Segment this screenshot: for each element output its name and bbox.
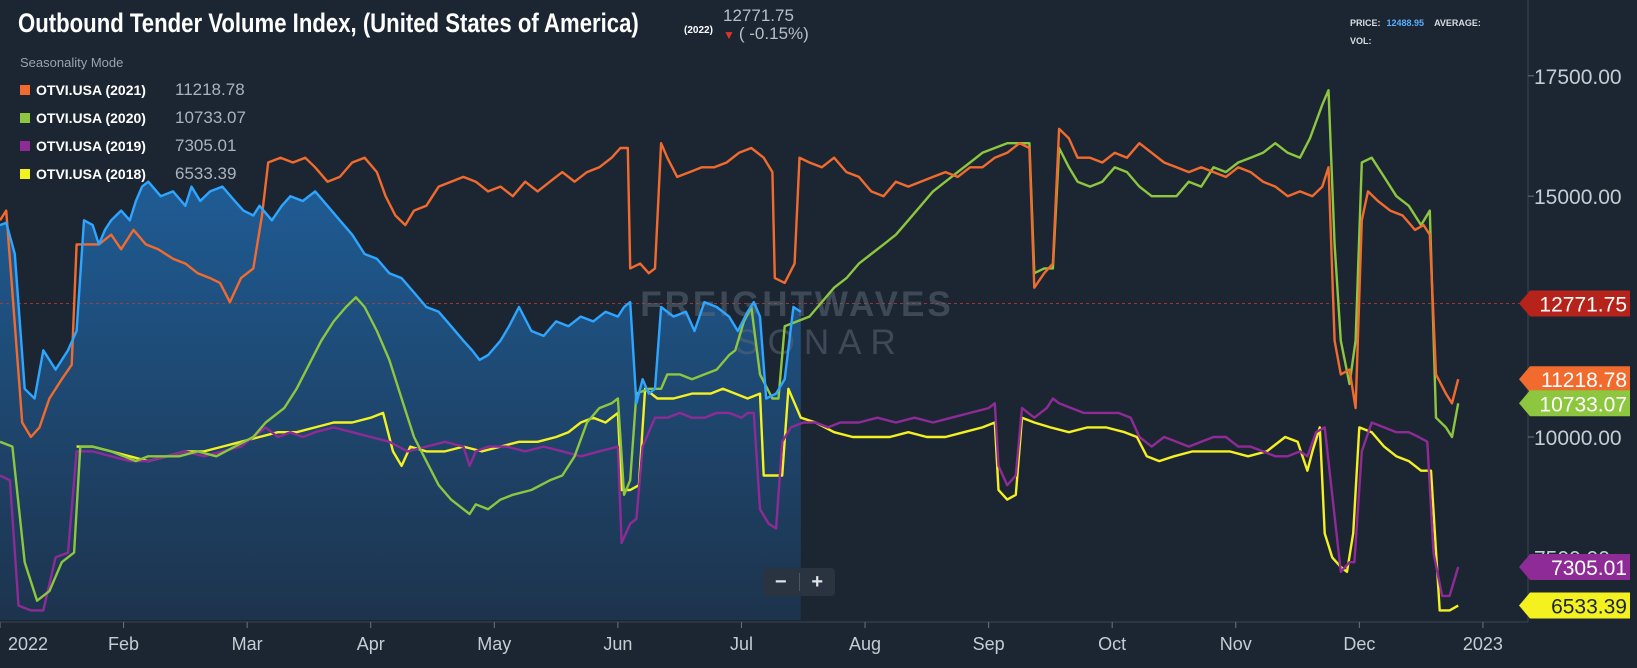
value-tag-2021: 11218.78 — [1519, 366, 1630, 393]
legend-value: 7305.01 — [175, 136, 237, 155]
series-line-2019 — [0, 397, 1460, 612]
series-line-2022 — [0, 180, 802, 405]
x-tick-label: Dec — [1343, 634, 1375, 654]
y-tick-label: 10000.00 — [1534, 427, 1622, 450]
current-value-tag-text: 12771.75 — [1539, 294, 1627, 317]
legend-item-2020[interactable]: OTVI.USA (2020) 10733.07 — [20, 104, 246, 132]
x-tick-label: Oct — [1098, 634, 1126, 654]
value-tag-2021-bg — [1519, 366, 1630, 393]
x-tick-label: May — [477, 634, 511, 654]
y-tick-label: 15000.00 — [1534, 186, 1622, 209]
current-value: 12771.75 — [723, 6, 794, 25]
series-line-2018 — [76, 387, 1459, 612]
legend-value: 6533.39 — [175, 164, 237, 183]
average-label: AVERAGE: — [1434, 18, 1481, 28]
value-tag-2021-text: 11218.78 — [1541, 369, 1627, 392]
chart-title-group: Outbound Tender Volume Index, (United St… — [18, 8, 775, 39]
x-tick-label: Sep — [973, 634, 1005, 654]
value-tag-2019-text: 7305.01 — [1551, 557, 1627, 580]
change-percent-group: ▼( -0.15%) — [723, 24, 809, 44]
x-tick-label: Feb — [108, 634, 139, 654]
area-fill-2022 — [0, 181, 801, 620]
legend-label: OTVI.USA (2020) — [36, 110, 146, 126]
value-tag-2020-text: 10733.07 — [1539, 393, 1627, 416]
zoom-out-button[interactable]: − — [774, 571, 787, 593]
value-tag-2018-text: 6533.39 — [1551, 596, 1627, 619]
price-row: PRICE: 12488.95 AVERAGE: — [1350, 14, 1481, 32]
legend-swatch-2018 — [20, 169, 30, 179]
price-stats: PRICE: 12488.95 AVERAGE: VOL: — [1350, 14, 1481, 50]
legend-item-2018[interactable]: OTVI.USA (2018) 6533.39 — [20, 160, 246, 188]
value-tag-2020-bg — [1519, 390, 1630, 417]
title-year: (2022) — [684, 25, 713, 36]
change-percent: ( -0.15%) — [738, 24, 809, 43]
zoom-control: − + — [763, 568, 835, 596]
series-line-2021 — [0, 127, 1460, 439]
value-tag-2018: 6533.39 — [1519, 592, 1630, 619]
legend-swatch-2021 — [20, 85, 30, 95]
value-tag-2019: 7305.01 — [1519, 554, 1630, 581]
price-label: PRICE: — [1350, 18, 1381, 28]
value-tag-2018-bg — [1519, 592, 1630, 619]
x-tick-label: Nov — [1220, 634, 1252, 654]
value-tag-2020: 10733.07 — [1519, 390, 1630, 417]
legend: OTVI.USA (2021) 11218.78 OTVI.USA (2020)… — [20, 76, 246, 188]
current-value-tag: 12771.75 — [1519, 290, 1630, 317]
price-value: 12488.95 — [1386, 18, 1425, 28]
legend-item-2019[interactable]: OTVI.USA (2019) 7305.01 — [20, 132, 246, 160]
series-lines-layer — [0, 89, 1460, 612]
legend-swatch-2019 — [20, 141, 30, 151]
vol-label: VOL: — [1350, 36, 1372, 46]
chart-title: Outbound Tender Volume Index, (United St… — [18, 8, 639, 38]
x-tick-label: Aug — [849, 634, 881, 654]
zoom-divider — [798, 573, 800, 591]
legend-label: OTVI.USA (2019) — [36, 138, 146, 154]
y-tick-label: 17500.00 — [1534, 66, 1622, 89]
value-tag-2019-bg — [1519, 554, 1630, 581]
x-tick-label: Mar — [232, 634, 263, 654]
legend-label: OTVI.USA (2021) — [36, 82, 146, 98]
legend-item-2021[interactable]: OTVI.USA (2021) 11218.78 — [20, 76, 246, 104]
x-tick-label: Apr — [357, 634, 385, 654]
down-arrow-icon: ▼ — [723, 28, 735, 42]
legend-value: 11218.78 — [175, 80, 245, 99]
vol-row: VOL: — [1350, 32, 1481, 50]
area-fill-layer — [0, 181, 801, 620]
legend-label: OTVI.USA (2018) — [36, 166, 146, 182]
x-tick-label: Jul — [730, 634, 753, 654]
watermark-line1: FREIGHTWAVES — [640, 285, 953, 324]
legend-swatch-2020 — [20, 113, 30, 123]
zoom-in-button[interactable]: + — [811, 571, 824, 593]
seasonality-mode-label: Seasonality Mode — [20, 55, 124, 70]
current-value-tag-bg — [1519, 290, 1630, 317]
x-tick-label: 2022 — [8, 634, 48, 654]
x-tick-label: 2023 — [1463, 634, 1503, 654]
series-line-2020 — [0, 89, 1460, 602]
legend-value: 10733.07 — [175, 108, 246, 127]
x-tick-label: Jun — [603, 634, 632, 654]
